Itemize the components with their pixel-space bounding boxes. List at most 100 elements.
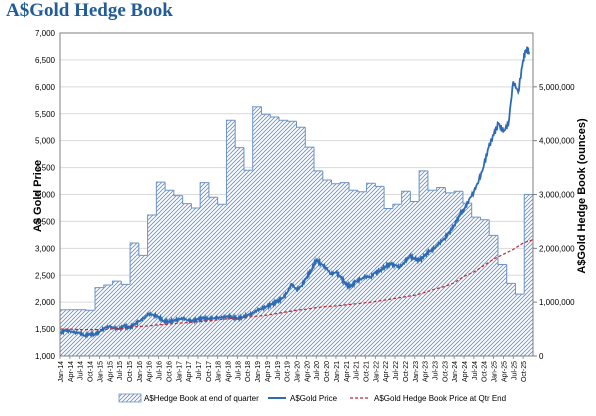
x-tick-label: Jul-24	[472, 361, 479, 380]
hedge-book-bar-edge	[401, 190, 411, 205]
hedge-book-bar	[296, 127, 306, 356]
x-tick-label: Apr-15	[107, 361, 114, 382]
x-tick-label: Apr-20	[304, 361, 311, 382]
hedge-book-bar-edge	[322, 170, 332, 181]
hedge-book-bar	[497, 264, 508, 356]
hedge-book-bar	[462, 203, 473, 356]
x-tick-label: Jan-22	[373, 361, 380, 383]
x-axis: Jan-14 Apr-14 Jul-14 Oct-14 Jan-15 Apr-15 Jul-…	[58, 356, 528, 382]
hedge-book-bar-edge	[94, 287, 104, 311]
x-tick-label: Apr-14	[68, 361, 75, 382]
x-tick-label: Jul-22	[393, 361, 400, 380]
hedge-book-bar	[226, 120, 236, 357]
legend-label-hedge-price: A$Gold Hedge Book Price at Qtr End	[374, 394, 506, 403]
hedge-book-bar	[278, 120, 289, 357]
gold-price-line	[59, 46, 530, 339]
y2-tick-label: 0	[539, 352, 544, 361]
hedge-book-bar-edge	[278, 116, 288, 121]
x-tick-label: Oct-16	[166, 361, 173, 382]
x-tick-label: Jul-14	[78, 361, 85, 380]
x-tick-label: Jul-15	[117, 361, 124, 380]
y-tick-label: 2,500	[35, 271, 56, 280]
legend-label-hedge-book: A$Hedge Book at end of quarter	[144, 394, 259, 403]
hedge-book-bar-edge	[208, 182, 218, 198]
x-tick-label: Apr-21	[344, 361, 351, 382]
hedge-book-bar-edge	[199, 182, 209, 208]
hedge-book-bar-edge	[120, 281, 131, 285]
hedge-book-bar	[489, 235, 499, 356]
hedge-book-bar-edge	[497, 235, 507, 265]
hedge-book-bar-edge	[313, 147, 323, 172]
hedge-book-bar-edge	[339, 182, 350, 184]
hedge-book-bar	[454, 191, 464, 356]
y2-tick-label: 1,000,000	[539, 298, 575, 307]
y2-tick-label: 4,000,000	[539, 137, 575, 146]
hedge-book-bar-edge	[488, 219, 498, 236]
x-tick-label: Jan-20	[295, 361, 302, 383]
hedge-book-bar-edge	[374, 183, 385, 187]
hedge-book-bar-edge	[147, 214, 157, 256]
y2-tick-label: 5,000,000	[539, 83, 575, 92]
y-tick-label: 6,500	[35, 56, 56, 65]
hedge-book-bar	[156, 182, 166, 356]
x-tick-label: Jul-23	[432, 361, 439, 380]
x-tick-label: Jan-18	[216, 361, 223, 383]
x-tick-label: Apr-25	[501, 361, 508, 382]
hedge-book-bar-edge	[260, 106, 271, 115]
y-tick-label: 2,000	[35, 298, 56, 307]
hedge-book-bar	[524, 194, 534, 356]
hedge-book-bar-edge	[112, 280, 122, 285]
hedge-book-bar-edge	[506, 264, 516, 284]
y-tick-label: 3,500	[35, 217, 56, 226]
y2-tick-label: 2,000,000	[539, 244, 575, 253]
x-tick-label: Apr-17	[186, 361, 193, 382]
hedge-book-bar	[419, 170, 429, 356]
hedge-book-bar-edge	[190, 203, 201, 209]
hedge-book-bar-edge	[453, 190, 463, 193]
x-tick-label: Oct-15	[127, 361, 134, 382]
hedge-book-bar-edge	[514, 283, 525, 295]
x-tick-label: Jul-21	[354, 361, 361, 380]
hedge-book-bar	[427, 190, 438, 356]
y-tick-label: 6,000	[35, 83, 56, 92]
y2-axis: 0 1,000,000 2,000,000 3,000,000 4,000,000 5,0…	[533, 83, 575, 361]
x-tick-label: Jan-17	[176, 361, 183, 383]
hedge-book-bar-edge	[392, 203, 402, 209]
series-lines	[59, 46, 534, 339]
hedge-book-bar-edge	[479, 217, 490, 221]
hedge-book-bar-edge	[269, 114, 279, 118]
x-tick-label: Oct-24	[482, 361, 489, 382]
legend: A$Hedge Book at end of quarter A$Gold Pri…	[118, 393, 506, 403]
x-tick-label: Oct-14	[88, 361, 95, 382]
hedge-book-bar	[95, 287, 105, 356]
hedge-book-bar	[173, 195, 184, 356]
hedge-book-bar-edge	[138, 242, 148, 256]
x-tick-label: Oct-25	[521, 361, 528, 382]
hedge-book-bar	[366, 183, 376, 356]
hedge-book-bar	[200, 182, 210, 356]
x-tick-label: Jul-19	[275, 361, 282, 380]
hedge-book-bar-edge	[304, 127, 315, 148]
hedge-book-bar	[103, 284, 113, 356]
hedge-book-bar-edge	[436, 187, 446, 191]
hedge-book-bar	[191, 207, 201, 356]
x-tick-label: Oct-18	[245, 361, 252, 382]
hedge-book-bar	[121, 284, 131, 356]
hedge-book-bar	[287, 121, 297, 356]
y-tick-label: 3,000	[35, 244, 56, 253]
hedge-book-bar	[436, 187, 446, 356]
x-tick-label: Jul-25	[511, 361, 518, 380]
hedge-book-bar-edge	[173, 190, 183, 197]
hedge-book-bar-edge	[427, 170, 437, 191]
hedge-book-bar-edge	[217, 197, 227, 205]
x-tick-label: Oct-23	[442, 361, 449, 382]
hedge-book-bar	[384, 208, 394, 356]
hedge-book-bar	[138, 255, 148, 356]
y-axis: 1,000 1,500 2,000 2,500 3,000 3,500 4,000 4,500…	[35, 29, 56, 361]
hedge-book-bar-edge	[164, 182, 174, 191]
chart-title: A$Gold Hedge Book	[6, 0, 173, 21]
legend-swatch-hedge-book	[118, 393, 142, 403]
hedge-book-bar	[243, 170, 254, 356]
y-tick-label: 5,000	[35, 137, 56, 146]
x-tick-label: Jan-25	[492, 361, 499, 383]
